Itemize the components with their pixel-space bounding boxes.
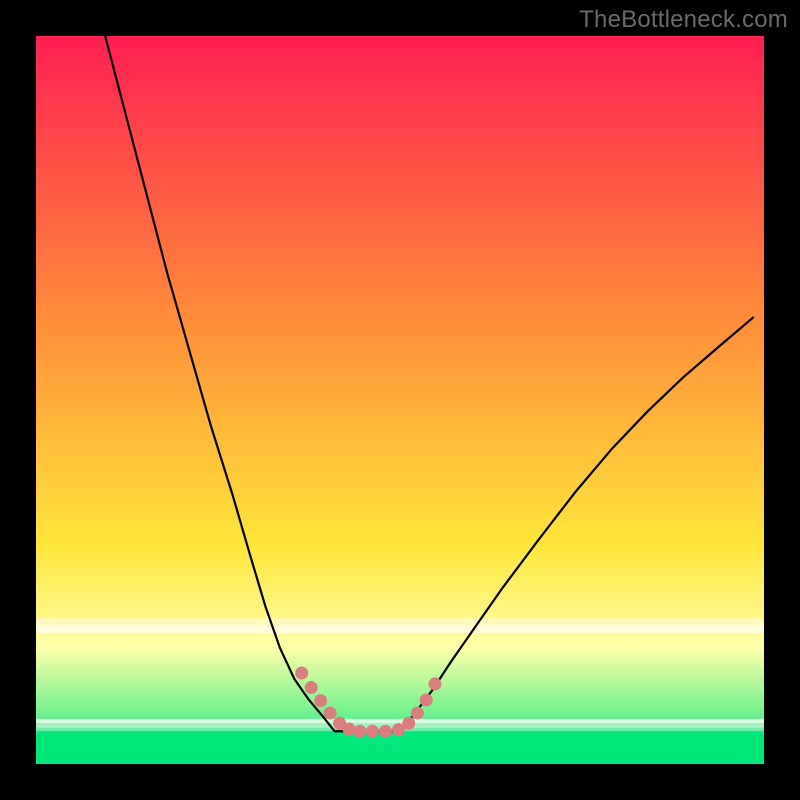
gradient-band: [36, 719, 764, 723]
accent-dot: [305, 681, 318, 694]
accent-dot: [420, 693, 433, 706]
accent-dot: [324, 707, 337, 720]
accent-dot: [379, 725, 392, 738]
stage: TheBottleneck.com: [0, 0, 800, 800]
chart-overlay-svg: [0, 0, 800, 800]
green-bottom-bar: [36, 731, 764, 764]
accent-dot: [411, 707, 424, 720]
watermark-text: TheBottleneck.com: [579, 6, 788, 34]
accent-dot: [314, 694, 327, 707]
accent-dot: [366, 725, 379, 738]
accent-dot: [295, 667, 308, 680]
accent-dot: [343, 723, 356, 736]
accent-dot: [402, 717, 415, 730]
accent-dot: [353, 725, 366, 738]
gradient-band: [36, 626, 764, 633]
gradient-band: [36, 618, 764, 625]
accent-dot: [428, 677, 441, 690]
